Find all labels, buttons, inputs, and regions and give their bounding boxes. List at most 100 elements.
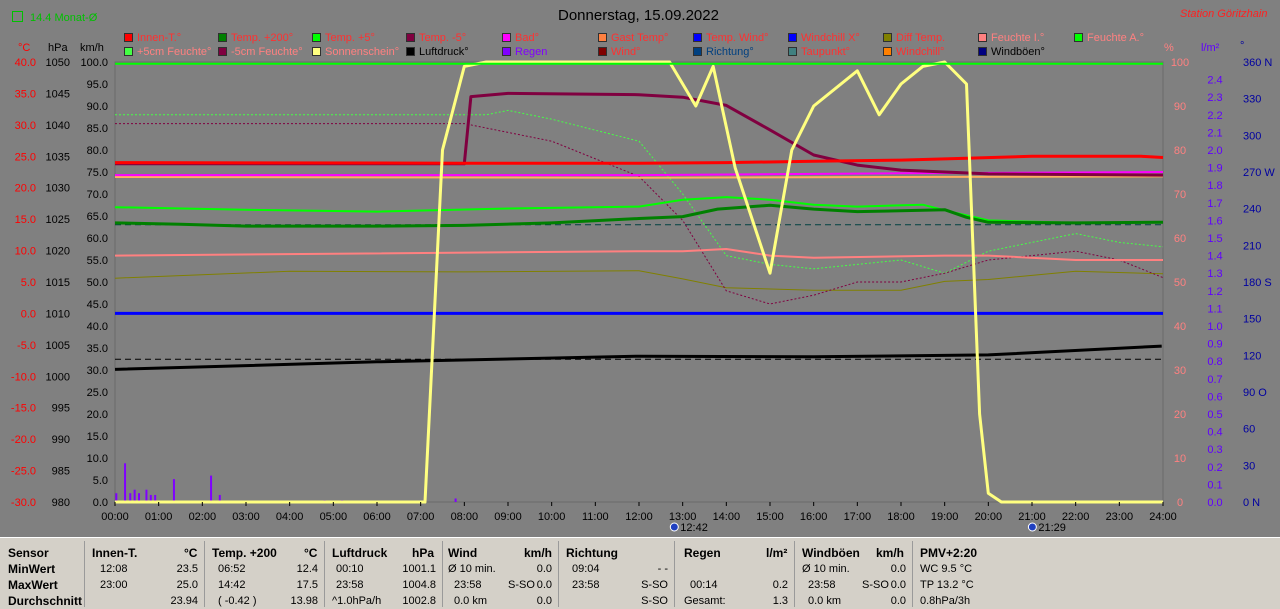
- row-label-sensor: Sensor: [8, 546, 49, 560]
- stats-pmv-windchill: WC 9.5 °C: [920, 563, 973, 575]
- legend-label: Temp. +5°: [325, 32, 375, 44]
- legend-label: Windböen°: [991, 46, 1045, 58]
- wind-axis-tick: 55.0: [87, 255, 108, 267]
- series-luftdruck: [114, 344, 1162, 371]
- legend-swatch: [406, 47, 415, 56]
- wind-axis-tick: 20.0: [87, 409, 108, 421]
- chart-svg: 40.0 35.0 30.0 25.0 20.0 15.0 10.0 5.0 0.0 -5.0 -1…: [11, 57, 1275, 534]
- x-tick-label: 12:00: [625, 511, 653, 523]
- stats-boeen-distance: 0.0 km: [808, 595, 842, 607]
- stats-regen-total-value: 1.3: [772, 595, 788, 607]
- stats-richtung-title: Richtung: [566, 546, 618, 560]
- wind-axis-tick: 80.0: [87, 145, 108, 157]
- rain-axis-tick: 1.2: [1207, 286, 1222, 298]
- sunrise-icon: [669, 522, 679, 532]
- rain-axis-tick: 0.5: [1207, 409, 1222, 421]
- pressure-axis-tick: 980: [52, 497, 70, 509]
- rain-bar: [115, 493, 118, 502]
- legend-label: Regen: [515, 46, 548, 58]
- stats-pmv-dewpoint: TP 13.2 °C: [920, 579, 974, 591]
- temp-axis-tick: 35.0: [15, 88, 36, 100]
- stats-wind-title: Wind: [448, 546, 478, 560]
- stats-richtung-avg: S-SO: [641, 595, 668, 607]
- legend-swatch: [124, 47, 133, 56]
- legend-swatch: [218, 33, 227, 42]
- temp-axis-tick: 10.0: [15, 246, 36, 258]
- legend-label: +5cm Feuchte°: [137, 46, 212, 58]
- percent-axis-tick: 20: [1174, 409, 1186, 421]
- stats-temp200-min-value: 12.4: [296, 563, 318, 575]
- rain-axis-tick: 0.1: [1207, 479, 1222, 491]
- stats-temp200-title: Temp. +200: [212, 546, 277, 560]
- pressure-axis-tick: 1015: [46, 277, 70, 289]
- stats-temp200-trend: ( -0.42 ): [218, 595, 257, 607]
- legend-swatch: [883, 33, 892, 42]
- rain-bar: [218, 494, 221, 502]
- direction-axis-tick: 240: [1243, 204, 1261, 216]
- wind-axis-tick: 90.0: [87, 101, 108, 113]
- monthly-average-label: 14.4 Monat-Ø: [30, 12, 98, 24]
- stats-luftdruck-min-value: 1001.1: [402, 563, 436, 575]
- legend-label: Wind°: [611, 46, 641, 58]
- x-tick-label: 20:00: [975, 511, 1003, 523]
- rain-bar: [129, 493, 132, 502]
- temp-axis-tick: 15.0: [15, 214, 36, 226]
- x-tick-label: 03:00: [232, 511, 260, 523]
- legend-swatch: [1074, 33, 1083, 42]
- x-tick-label: 06:00: [363, 511, 391, 523]
- stats-pmv-pressure-trend: 0.8hPa/3h: [920, 595, 971, 607]
- series-temp-200: [114, 203, 1164, 228]
- legend-swatch: [598, 33, 607, 42]
- rain-axis-tick: 2.3: [1207, 92, 1222, 104]
- legend-label: Temp. Wind°: [706, 32, 769, 44]
- percent-axis-tick: 10: [1174, 453, 1186, 465]
- rain-axis-tick: 1.3: [1207, 268, 1222, 280]
- legend-swatch: [883, 47, 892, 56]
- rain-bar: [454, 498, 457, 502]
- rain-axis-tick: 2.1: [1207, 127, 1222, 139]
- legend-swatch: [218, 47, 227, 56]
- stats-pmv-title: PMV+2:20: [920, 546, 978, 560]
- stats-wind-distance: 0.0 km: [454, 595, 488, 607]
- percent-axis-tick: 40: [1174, 321, 1186, 333]
- series-gast-temp: [114, 175, 1164, 179]
- x-tick-label: 07:00: [407, 511, 435, 523]
- temp-axis-tick: -15.0: [11, 403, 36, 415]
- series-temp-5: [114, 196, 1164, 224]
- wind-axis-tick: 65.0: [87, 211, 108, 223]
- row-label-max: MaxWert: [8, 578, 58, 592]
- x-tick-label: 23:00: [1106, 511, 1134, 523]
- wind-axis-tick: 85.0: [87, 123, 108, 135]
- stats-innen: Innen-T. °C 12:08 23.5 23:00 25.0 23.94: [86, 541, 205, 607]
- legend-swatch: [406, 33, 415, 42]
- temp-axis-tick: 20.0: [15, 183, 36, 195]
- pressure-axis-tick: 1025: [46, 214, 70, 226]
- rain-bar: [145, 489, 148, 502]
- pressure-axis-tick: 1030: [46, 183, 70, 195]
- pressure-axis-tick: 985: [52, 466, 70, 478]
- stats-innen-unit: °C: [184, 546, 198, 560]
- stats-luftdruck: Luftdruck hPa 00:10 1001.1 23:58 1004.8 …: [326, 541, 443, 607]
- wind-axis-tick: 75.0: [87, 167, 108, 179]
- legend-label: Temp. +200°: [231, 32, 294, 44]
- direction-axis-tick: 30: [1243, 460, 1255, 472]
- legend-swatch: [693, 33, 702, 42]
- wind-axis-tick: 30.0: [87, 365, 108, 377]
- series-bad: [115, 171, 1164, 177]
- direction-axis-tick: 180 S: [1243, 277, 1272, 289]
- stats-temp200: Temp. +200 °C 06:52 12.4 14:42 17.5 ( -0…: [206, 541, 325, 607]
- stats-luftdruck-max-time: 23:58: [336, 579, 364, 591]
- temp-axis-tick: 5.0: [21, 277, 36, 289]
- legend-swatch: [598, 47, 607, 56]
- sunset-icon: [1027, 522, 1037, 532]
- stats-regen-max-time: 00:14: [690, 579, 718, 591]
- stats-innen-max-time: 23:00: [100, 579, 128, 591]
- temp-axis-tick: -30.0: [11, 497, 36, 509]
- x-tick-label: 22:00: [1062, 511, 1090, 523]
- stats-wind: Wind km/h Ø 10 min. 0.0 23:58 S-SO 0.0 0…: [444, 541, 559, 607]
- stats-boeen-max-dir: S-SO: [862, 579, 889, 591]
- rain-axis-tick: 1.9: [1207, 163, 1222, 175]
- wind-axis-tick: 0.0: [93, 497, 108, 509]
- rain-axis-tick: 1.8: [1207, 180, 1222, 192]
- percent-axis-tick: 60: [1174, 233, 1186, 245]
